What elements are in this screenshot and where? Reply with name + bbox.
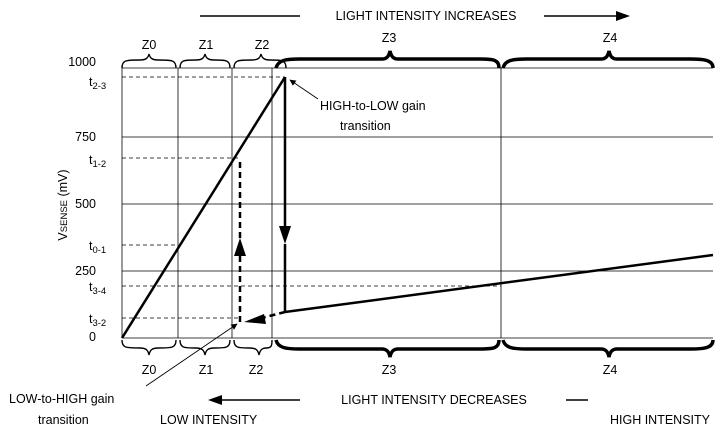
bottom-banner: LIGHT INTENSITY DECREASES — [208, 393, 588, 407]
top-banner-text: LIGHT INTENSITY INCREASES — [336, 9, 517, 23]
threshold-label-t3-4: t3-4 — [89, 280, 106, 297]
high-to-low-pointer — [289, 79, 319, 100]
brace-top-z2 — [233, 53, 287, 69]
brace-bottom-z1 — [179, 339, 231, 356]
brace-bottom-z2 — [233, 339, 273, 356]
bottom-braces — [121, 339, 715, 358]
low-to-high-annotation: LOW-to-HIGH gain transition — [9, 323, 238, 427]
high-intensity-label: HIGH INTENSITY — [610, 413, 711, 427]
y-tick-500: 500 — [75, 197, 96, 211]
high-to-low-drop-arrow-icon — [279, 226, 291, 244]
zone-label-top-z2: Z2 — [255, 38, 270, 52]
zone-label-bottom-z1: Z1 — [199, 363, 214, 377]
curves — [120, 76, 714, 339]
zone-label-top-z0: Z0 — [142, 38, 157, 52]
brace-top-z0 — [121, 53, 177, 69]
low-to-high-label-line1: LOW-to-HIGH gain — [9, 392, 114, 406]
zone-label-top-z4: Z4 — [603, 31, 618, 45]
top-banner: LIGHT INTENSITY INCREASES — [200, 9, 630, 23]
zone-label-top-z3: Z3 — [382, 31, 397, 45]
zone-label-top-z1: Z1 — [199, 38, 214, 52]
y-tick-1000: 1000 — [68, 55, 96, 69]
threshold-label-t1-2: t1-2 — [89, 153, 106, 170]
low-to-high-left-arrow-icon — [244, 314, 266, 324]
threshold-guides — [122, 76, 501, 319]
zone-label-bottom-z4: Z4 — [603, 363, 618, 377]
threshold-label-t0-1: t0-1 — [89, 239, 106, 256]
brace-top-z4 — [501, 50, 715, 69]
y-tick-750: 750 — [75, 130, 96, 144]
brace-bottom-z3 — [274, 339, 501, 358]
brace-top-z1 — [179, 53, 231, 69]
top-braces — [121, 50, 715, 69]
high-to-low-label-line2: transition — [340, 119, 391, 133]
zone-label-bottom-z2: Z2 — [249, 363, 264, 377]
brace-bottom-z0 — [121, 339, 177, 356]
threshold-label-t2-3: t2-3 — [89, 75, 106, 92]
y-tick-0: 0 — [89, 330, 96, 344]
bottom-banner-arrow-icon — [208, 395, 222, 405]
brace-bottom-z4 — [501, 339, 715, 358]
brace-top-z3 — [274, 50, 501, 69]
zone-label-bottom-z0: Z0 — [142, 363, 157, 377]
y-tick-250: 250 — [75, 264, 96, 278]
zone-label-bottom-z3: Z3 — [382, 363, 397, 377]
high-to-low-label-line1: HIGH-to-LOW gain — [320, 99, 426, 113]
plot-grid — [121, 67, 713, 339]
low-intensity-label: LOW INTENSITY — [160, 413, 258, 427]
high-to-low-annotation: HIGH-to-LOW gain transition — [289, 79, 426, 133]
bottom-banner-text: LIGHT INTENSITY DECREASES — [341, 393, 527, 407]
high-gain-ramp — [120, 76, 287, 339]
top-banner-arrow-icon — [616, 11, 630, 21]
low-gain-ramp — [284, 253, 714, 314]
low-to-high-pointer — [145, 323, 238, 387]
low-to-high-label-line2: transition — [38, 413, 89, 427]
threshold-label-t3-2: t3-2 — [89, 312, 106, 329]
low-to-high-rise-arrow-icon — [234, 238, 246, 256]
y-axis-title: VSENSE (mV) — [56, 169, 70, 240]
